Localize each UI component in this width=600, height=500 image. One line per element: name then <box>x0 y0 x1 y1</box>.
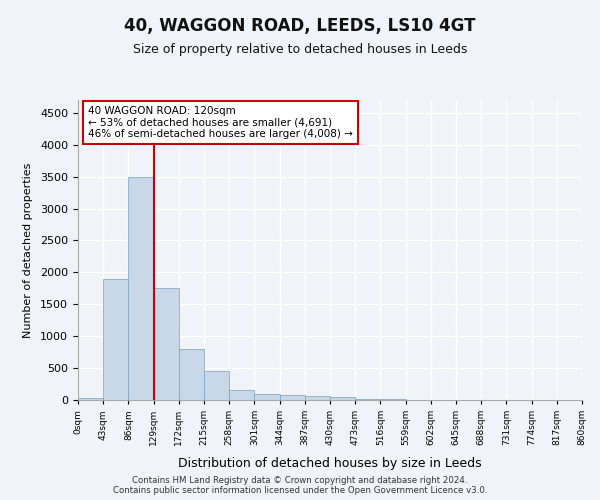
Bar <box>330 397 355 400</box>
Text: 40 WAGGON ROAD: 120sqm
← 53% of detached houses are smaller (4,691)
46% of semi-: 40 WAGGON ROAD: 120sqm ← 53% of detached… <box>88 106 353 139</box>
X-axis label: Distribution of detached houses by size in Leeds: Distribution of detached houses by size … <box>178 456 482 469</box>
Bar <box>355 398 380 400</box>
Bar <box>305 396 330 400</box>
Bar <box>154 288 179 400</box>
Text: Contains HM Land Registry data © Crown copyright and database right 2024.
Contai: Contains HM Land Registry data © Crown c… <box>113 476 487 495</box>
Bar <box>280 395 305 400</box>
Bar <box>78 398 103 400</box>
Bar <box>179 349 204 400</box>
Bar <box>254 394 280 400</box>
Bar <box>204 372 229 400</box>
Text: 40, WAGGON ROAD, LEEDS, LS10 4GT: 40, WAGGON ROAD, LEEDS, LS10 4GT <box>124 18 476 36</box>
Bar <box>103 278 128 400</box>
Bar <box>229 390 254 400</box>
Text: Size of property relative to detached houses in Leeds: Size of property relative to detached ho… <box>133 42 467 56</box>
Bar <box>128 176 154 400</box>
Y-axis label: Number of detached properties: Number of detached properties <box>23 162 33 338</box>
